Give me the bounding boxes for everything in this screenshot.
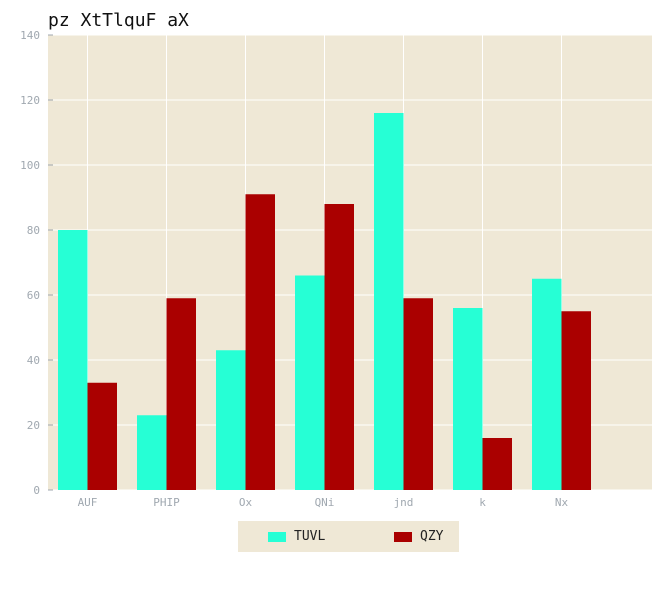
chart-title: pz XtTlquF aX xyxy=(48,10,189,31)
y-tick-label: 100 xyxy=(20,159,40,172)
bars xyxy=(58,113,591,490)
x-tick-label: jnd xyxy=(394,496,414,509)
legend: TUVL QZY xyxy=(238,521,459,552)
y-tick-label: 60 xyxy=(27,289,40,302)
x-tick-label: Ox xyxy=(239,496,253,509)
legend-label-qzy: QZY xyxy=(420,529,444,544)
bar-tuvl-jnd xyxy=(374,113,404,490)
y-tick-label: 80 xyxy=(27,224,40,237)
x-tick-label: k xyxy=(479,496,486,509)
bar-tuvl-k xyxy=(453,308,483,490)
bar-tuvl-auf xyxy=(58,230,88,490)
y-tick-label: 120 xyxy=(20,94,40,107)
bar-qzy-auf xyxy=(87,382,117,490)
legend-swatch-tuvl xyxy=(268,531,286,542)
y-tick-label: 20 xyxy=(27,419,40,432)
bar-qzy-phip xyxy=(166,298,196,490)
bar-qzy-jnd xyxy=(403,298,433,490)
y-tick-label: 0 xyxy=(33,484,40,497)
bar-qzy-k xyxy=(482,438,512,490)
bar-tuvl-nx xyxy=(532,278,562,490)
x-tick-label: PHIP xyxy=(153,496,180,509)
x-tick-label: Nx xyxy=(555,496,569,509)
bar-qzy-nx xyxy=(561,311,591,490)
bar-qzy-ox xyxy=(245,194,275,490)
bar-qzy-qni xyxy=(324,204,354,490)
y-tick-label: 40 xyxy=(27,354,40,367)
legend-item-qzy: QZY xyxy=(394,529,443,544)
bar-tuvl-phip xyxy=(137,415,167,490)
x-tick-label: QNi xyxy=(315,496,335,509)
x-tick-label: AUF xyxy=(78,496,98,509)
y-tick-label: 140 xyxy=(20,29,40,42)
legend-label-tuvl: TUVL xyxy=(294,529,326,544)
y-axis-ticks: 0 20 40 60 80 100 120 140 xyxy=(20,29,53,497)
legend-item-tuvl: TUVL xyxy=(268,529,325,544)
x-axis-ticks: AUF PHIP Ox QNi jnd k Nx xyxy=(78,496,569,509)
legend-swatch-qzy xyxy=(394,531,412,542)
bar-tuvl-qni xyxy=(295,275,325,490)
bar-tuvl-ox xyxy=(216,350,246,490)
